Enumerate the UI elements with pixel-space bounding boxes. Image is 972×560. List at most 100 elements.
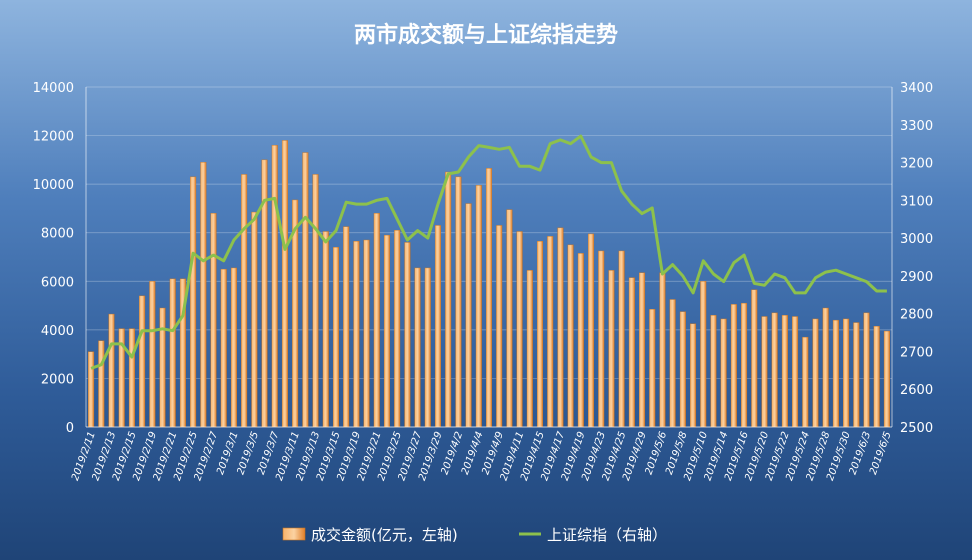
bar (363, 239, 370, 428)
bar (639, 272, 646, 428)
bar (690, 323, 697, 428)
bar (659, 272, 666, 428)
bar (577, 253, 584, 428)
line-series (90, 134, 887, 370)
bar (649, 309, 656, 428)
bar (812, 318, 819, 428)
bar (883, 330, 890, 428)
bar (108, 313, 115, 428)
legend-label-bar: 成交金额(亿元，左轴) (311, 526, 458, 544)
bar (741, 302, 748, 428)
bar (353, 241, 360, 428)
y-right-tick-label: 3300 (900, 119, 933, 134)
bar (281, 140, 288, 428)
bar (669, 299, 676, 428)
y-left-tick-label: 4000 (41, 324, 74, 339)
legend-label-line: 上证综指（右轴） (547, 526, 667, 544)
bar (792, 316, 799, 428)
bar (557, 227, 564, 428)
bar (424, 267, 431, 428)
bar (332, 247, 339, 428)
y-left-tick-label: 6000 (41, 275, 74, 290)
bar (802, 336, 809, 428)
y-left-tick-label: 10000 (33, 178, 74, 193)
bar (710, 315, 717, 428)
bar (832, 319, 839, 428)
bar (159, 307, 166, 428)
bar (608, 270, 615, 428)
bar (302, 152, 309, 428)
bar (230, 267, 237, 428)
bar (567, 244, 574, 428)
bar (873, 326, 880, 428)
bar (383, 234, 390, 428)
bar (241, 174, 248, 428)
y-right-tick-label: 3000 (900, 232, 933, 247)
y-right-tick-label: 3400 (900, 81, 933, 96)
y-right-tick-label: 2600 (900, 383, 933, 398)
bar (210, 213, 217, 428)
y-right-tick-label: 2500 (900, 421, 933, 436)
bar (537, 241, 544, 428)
bar (496, 225, 503, 428)
y-left-tick-label: 8000 (41, 227, 74, 242)
bar (485, 168, 493, 428)
bar (822, 307, 829, 428)
y-right-tick-label: 3200 (900, 157, 933, 172)
bar (434, 225, 441, 428)
bar (139, 295, 146, 428)
y-left-tick-label: 12000 (33, 130, 74, 145)
bar (751, 289, 758, 428)
index-line (90, 134, 887, 370)
bar (373, 213, 380, 428)
bar (169, 278, 176, 428)
bar (843, 318, 850, 428)
bar (414, 267, 421, 428)
bar-series (88, 140, 890, 428)
bar (506, 209, 513, 428)
bar (455, 176, 462, 428)
bar (761, 316, 768, 428)
bar (771, 312, 778, 428)
bar (404, 242, 411, 428)
bar (312, 174, 319, 428)
bar (271, 145, 278, 428)
chart-title: 两市成交额与上证综指走势 (354, 22, 618, 48)
bar (547, 236, 554, 428)
legend: 成交金额(亿元，左轴) 上证综指（右轴） (282, 526, 667, 544)
legend-swatch-bar (282, 527, 306, 541)
bar (200, 162, 207, 428)
bar (475, 185, 482, 428)
bar (322, 231, 329, 428)
bar (863, 312, 870, 428)
bar (394, 230, 401, 428)
y-left-tick-label: 14000 (33, 81, 74, 96)
y-left-tick-label: 0 (66, 421, 74, 436)
bar (781, 315, 788, 428)
y-right-tick-label: 3100 (900, 194, 933, 209)
bar (588, 233, 595, 428)
bar (128, 328, 135, 428)
bar (445, 171, 452, 428)
bar (220, 268, 227, 428)
bar (853, 322, 860, 428)
bar (628, 277, 635, 428)
bar (526, 270, 533, 428)
bar (343, 226, 350, 428)
bar (516, 231, 523, 428)
bar (88, 351, 95, 428)
bar (598, 250, 605, 428)
bar (679, 311, 686, 428)
bar (190, 176, 197, 428)
bar (700, 281, 707, 428)
bar (618, 250, 625, 428)
bar (730, 304, 737, 428)
bar (465, 203, 472, 428)
bar (720, 318, 727, 428)
y-right-tick-label: 2700 (900, 345, 933, 360)
y-left-tick-label: 2000 (41, 372, 74, 387)
bar (251, 211, 258, 428)
bar (149, 281, 156, 428)
y-right-tick-label: 2900 (900, 270, 933, 285)
